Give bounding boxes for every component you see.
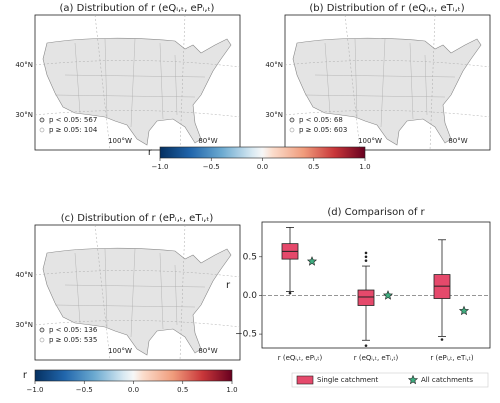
- x-tick-label: r (ePᵢ,ₜ, eTᵢ,ₜ): [430, 354, 473, 362]
- lon-label: 80°W: [198, 347, 217, 355]
- colorbar-tick-label: 0.5: [177, 386, 188, 394]
- colorbar-2: [34, 369, 233, 382]
- y-tick-label: −0.5: [235, 330, 257, 340]
- colorbar-tick-label: 1.0: [226, 386, 237, 394]
- lat-label: 40°N: [15, 271, 33, 279]
- outlier: [440, 338, 444, 341]
- legend-text: All catchments: [421, 376, 473, 384]
- all-catchments-star: [458, 305, 470, 316]
- legend-text: p ≥ 0.05: 535: [49, 336, 97, 344]
- legend-text: p ≥ 0.05: 104: [49, 126, 98, 134]
- legend-marker: [39, 327, 45, 333]
- plot-area: [261, 221, 491, 349]
- outlier: [288, 291, 292, 295]
- map-a: [34, 14, 241, 151]
- x-tick-label: r (eQᵢ,ₜ, ePᵢ,ₜ): [278, 354, 323, 362]
- y-tick-label: 0.5: [243, 252, 257, 262]
- y-tick-label: 0.0: [243, 291, 258, 301]
- map-title: (a) Distribution of r (eQᵢ,ₜ, ePᵢ,ₜ): [60, 3, 215, 14]
- all-catchments-star: [306, 256, 318, 266]
- lat-label: 40°N: [15, 61, 33, 69]
- colorbar-tick-label: −0.5: [203, 163, 220, 171]
- map-title: (c) Distribution of r (ePᵢ,ₜ, eTᵢ,ₜ): [61, 213, 214, 224]
- colorbar-tick-label: 1.0: [359, 163, 370, 171]
- chart-title: (d) Comparison of r: [327, 207, 425, 218]
- legend-text: p < 0.05: 136: [49, 326, 98, 334]
- x-tick-label: r (eQᵢ,ₜ, eTᵢ,ₜ): [354, 354, 399, 362]
- colorbar-label: r: [148, 147, 153, 158]
- legend-marker: [39, 337, 45, 343]
- legend-marker: [289, 117, 295, 123]
- outlier: [364, 255, 368, 259]
- outlier: [364, 251, 368, 255]
- colorbar-tick-label: 0.5: [308, 163, 319, 171]
- map-title: (b) Distribution of r (eQᵢ,ₜ, eTᵢ,ₜ): [309, 3, 464, 14]
- legend-text: p < 0.05: 68: [299, 116, 343, 124]
- legend-marker: [289, 127, 295, 133]
- all-catchments-star: [382, 290, 394, 300]
- lon-label: 80°W: [198, 137, 217, 145]
- colorbar-1: [159, 146, 366, 159]
- colorbar-tick-label: −1.0: [27, 386, 44, 394]
- legend-frame: [291, 372, 489, 388]
- lat-label: 30°N: [265, 111, 283, 119]
- legend-marker: [39, 117, 45, 123]
- box: [357, 289, 375, 306]
- outlier: [364, 344, 368, 347]
- legend-text: Single catchment: [317, 376, 378, 384]
- map-b: [284, 14, 491, 151]
- legend-box: [296, 375, 314, 385]
- legend-text: p < 0.05: 567: [49, 116, 97, 124]
- lat-label: 30°N: [15, 321, 33, 329]
- legend-marker: [39, 127, 45, 133]
- colorbar-label: r: [23, 370, 28, 381]
- colorbar-tick-label: 0.0: [257, 163, 268, 171]
- lon-label: 100°W: [108, 347, 132, 355]
- lon-label: 80°W: [448, 137, 467, 145]
- lat-label: 30°N: [15, 111, 33, 119]
- y-axis-label: r: [226, 280, 231, 291]
- colorbar-tick-label: −1.0: [152, 163, 169, 171]
- colorbar-tick-label: −0.5: [76, 386, 93, 394]
- map-c: [34, 224, 241, 361]
- legend-star: [407, 374, 419, 385]
- outlier: [364, 259, 368, 262]
- legend-text: p ≥ 0.05: 603: [299, 126, 347, 134]
- map-panels: [34, 14, 491, 361]
- lon-label: 100°W: [358, 137, 382, 145]
- lat-label: 40°N: [265, 61, 283, 69]
- lon-label: 100°W: [108, 137, 132, 145]
- colorbar-tick-label: 0.0: [128, 386, 139, 394]
